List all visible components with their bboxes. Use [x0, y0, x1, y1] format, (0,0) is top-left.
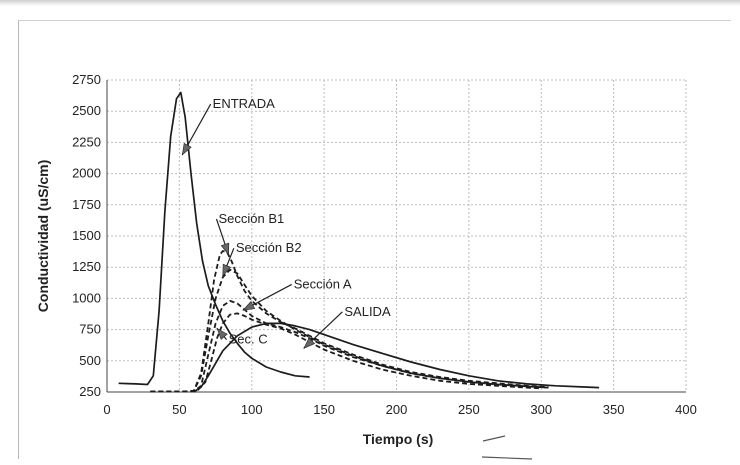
- y-tick-label: 2750: [72, 72, 101, 87]
- x-tick-label: 0: [103, 402, 110, 417]
- y-tick-label: 1500: [72, 228, 101, 243]
- annotation-label: Sección A: [294, 276, 352, 291]
- y-tick-label: 500: [79, 353, 101, 368]
- annotation-label: ENTRADA: [213, 96, 275, 111]
- y-tick-label: 1000: [72, 290, 101, 305]
- x-tick-label: 350: [603, 402, 625, 417]
- x-tick-label: 300: [530, 402, 552, 417]
- x-tick-label: 100: [241, 402, 263, 417]
- annotation-label: Sección B2: [236, 240, 302, 255]
- series-secci-n-b1: [150, 250, 549, 393]
- y-tick-label: 2500: [72, 103, 101, 118]
- scan-edge: [0, 0, 740, 6]
- annotation-label: SALIDA: [344, 304, 391, 319]
- arrow-head: [242, 301, 256, 311]
- arrow-head: [220, 242, 230, 256]
- series-lines: [118, 91, 600, 393]
- y-tick-label: 1250: [72, 259, 101, 274]
- y-tick-label: 1750: [72, 197, 101, 212]
- y-axis-label: Conductividad (uS/cm): [35, 160, 51, 312]
- series-entrada: [118, 91, 310, 386]
- x-tick-label: 200: [386, 402, 408, 417]
- y-tick-label: 2250: [72, 134, 101, 149]
- x-tick-label: 50: [172, 402, 186, 417]
- series-secci-n-a: [150, 300, 549, 393]
- annotations: ENTRADA Sección B1 Sección B2 Sección A SALI…: [181, 96, 391, 349]
- annotation-label: Sec. C: [229, 332, 268, 347]
- arrow-head: [181, 142, 192, 156]
- grid-lines: [106, 79, 687, 393]
- annotation-label: Sección B1: [218, 211, 284, 226]
- axes: [106, 80, 686, 393]
- y-tick-label: 750: [79, 322, 101, 337]
- y-tick-labels: 250 500 750 1000 1250 1500 1750 2000 2250 2500 275…: [72, 72, 101, 399]
- x-axis-label: Tiempo (s): [363, 431, 434, 447]
- chart-frame: [18, 20, 731, 459]
- x-tick-label: 400: [675, 402, 697, 417]
- series-salida: [193, 322, 600, 393]
- arrow-head: [222, 263, 232, 277]
- x-tick-labels: 0 50 100 150 200 250 300 350 400: [103, 402, 696, 417]
- arrow-head: [303, 337, 316, 349]
- x-tick-label: 150: [313, 402, 335, 417]
- x-tick-label: 250: [458, 402, 480, 417]
- arrow-head: [216, 327, 228, 340]
- y-tick-label: 2000: [72, 166, 101, 181]
- series-sec-c: [150, 312, 542, 393]
- y-tick-label: 250: [79, 384, 101, 399]
- series-secci-n-b2: [150, 268, 549, 393]
- pen-marks: [481, 435, 533, 460]
